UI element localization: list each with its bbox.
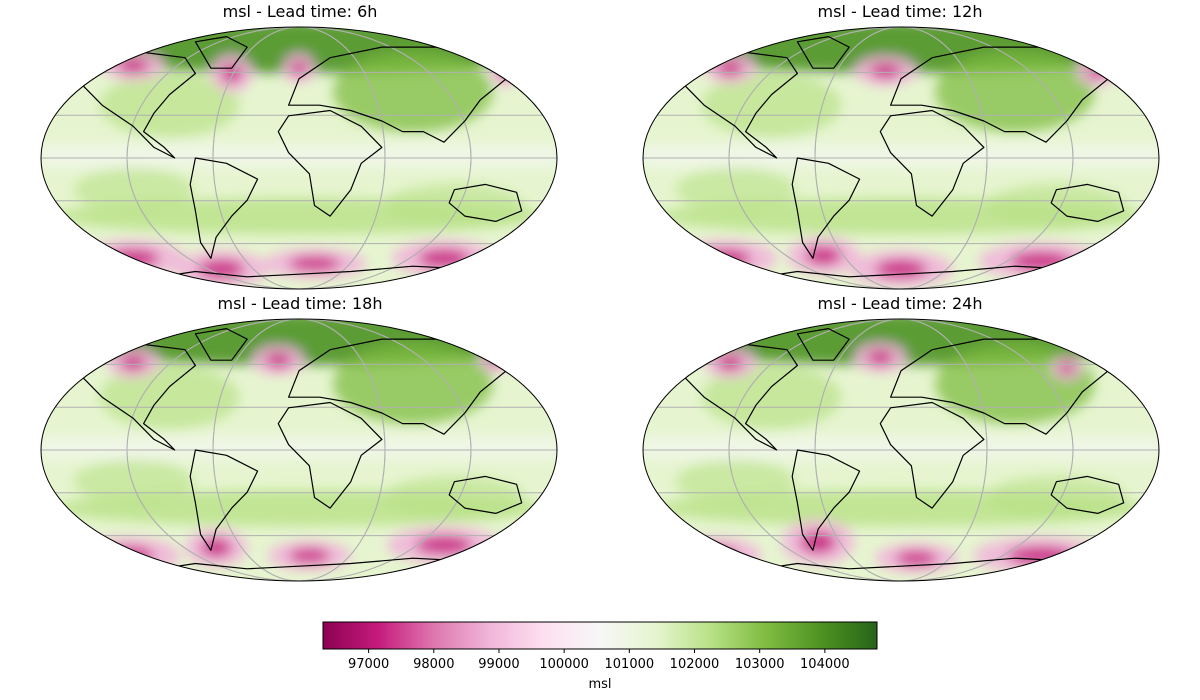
panel-title-6h: msl - Lead time: 6h (222, 2, 378, 21)
colorbar-gradient (322, 621, 878, 650)
colorbar-tick-label: 99000 (478, 657, 519, 672)
map-panel-18h (40, 318, 558, 582)
colorbar-tick-label: 104000 (800, 657, 850, 672)
colorbar-tick-label: 102000 (670, 657, 720, 672)
colorbar: 97000 98000 99000 100000 101000 102000 103000 1… (322, 621, 878, 672)
panel-title-18h: msl - Lead time: 18h (217, 294, 383, 313)
panel-title-24h: msl - Lead time: 24h (817, 294, 983, 313)
map-panel-6h (40, 26, 558, 290)
colorbar-tick-label: 100000 (539, 657, 589, 672)
colorbar-tick-label: 97000 (348, 657, 389, 672)
map-panel-24h (642, 318, 1160, 582)
colorbar-tick-label: 101000 (605, 657, 655, 672)
colorbar-tick-label: 98000 (413, 657, 454, 672)
colorbar-tick-label: 103000 (735, 657, 785, 672)
panel-title-12h: msl - Lead time: 12h (817, 2, 983, 21)
colorbar-label: msl (588, 677, 612, 692)
map-panel-12h (642, 26, 1160, 290)
